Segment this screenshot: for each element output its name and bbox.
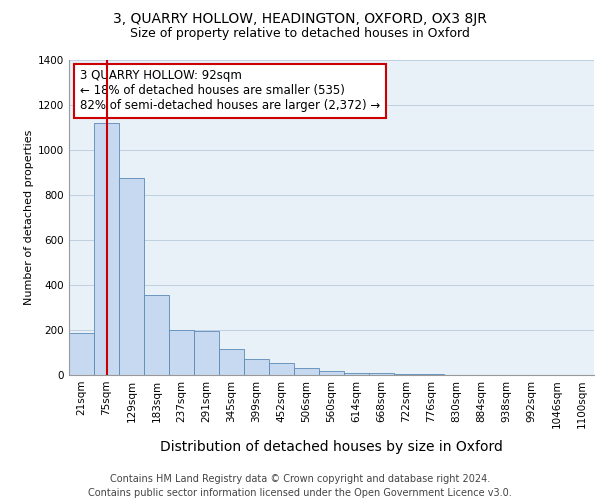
X-axis label: Distribution of detached houses by size in Oxford: Distribution of detached houses by size … [160, 440, 503, 454]
Bar [144, 295, 169, 375]
Text: Contains HM Land Registry data © Crown copyright and database right 2024.
Contai: Contains HM Land Registry data © Crown c… [88, 474, 512, 498]
Bar [169, 330, 194, 375]
Bar [244, 359, 269, 375]
Bar [94, 123, 119, 375]
Bar [419, 374, 444, 375]
Text: 3, QUARRY HOLLOW, HEADINGTON, OXFORD, OX3 8JR: 3, QUARRY HOLLOW, HEADINGTON, OXFORD, OX… [113, 12, 487, 26]
Y-axis label: Number of detached properties: Number of detached properties [24, 130, 34, 305]
Bar [219, 349, 244, 375]
Bar [69, 334, 94, 375]
Bar [369, 373, 394, 375]
Bar [344, 373, 369, 375]
Bar [269, 362, 294, 375]
Bar [194, 331, 219, 375]
Bar [119, 178, 144, 375]
Bar [394, 374, 419, 375]
Bar [319, 370, 344, 375]
Text: 3 QUARRY HOLLOW: 92sqm
← 18% of detached houses are smaller (535)
82% of semi-de: 3 QUARRY HOLLOW: 92sqm ← 18% of detached… [79, 70, 380, 112]
Text: Size of property relative to detached houses in Oxford: Size of property relative to detached ho… [130, 28, 470, 40]
Bar [294, 368, 319, 375]
